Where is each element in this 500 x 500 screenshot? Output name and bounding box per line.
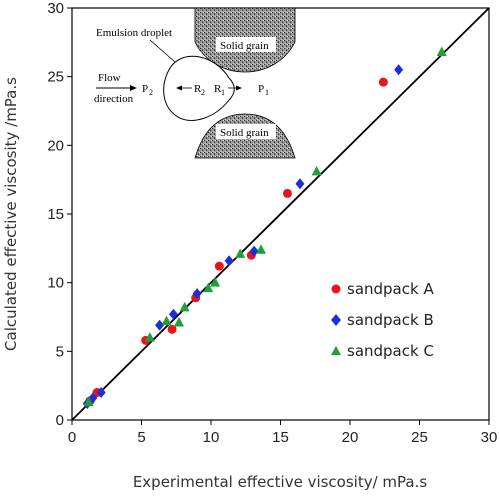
data-point-sandpack-a bbox=[214, 261, 224, 271]
r1-arrowhead bbox=[236, 85, 242, 91]
identity-line bbox=[71, 7, 490, 421]
p1-sub: 1 bbox=[265, 88, 269, 97]
legend-marker-sandpack-c bbox=[331, 346, 341, 355]
x-tick-label: 0 bbox=[68, 429, 76, 446]
data-point-sandpack-c bbox=[179, 301, 190, 312]
data-point-sandpack-b bbox=[192, 288, 202, 300]
p2-label: P bbox=[142, 83, 148, 95]
flow-label-line2: direction bbox=[94, 93, 134, 105]
legend-marker-sandpack-b bbox=[331, 314, 341, 326]
data-point-sandpack-a bbox=[378, 77, 388, 87]
y-tick-label: 0 bbox=[56, 412, 64, 429]
r2-arrowhead bbox=[176, 85, 182, 91]
legend-label-sandpack-c: sandpack C bbox=[347, 342, 434, 360]
y-tick-label: 15 bbox=[47, 206, 64, 223]
grain-top-label-bg bbox=[216, 37, 276, 52]
x-tick-label: 15 bbox=[272, 429, 289, 446]
emulsion-pointer bbox=[149, 39, 176, 63]
data-point-sandpack-a bbox=[167, 324, 177, 334]
y-tick-label: 30 bbox=[47, 0, 64, 17]
x-axis-title: Experimental effective viscosity/ mPa.s bbox=[133, 473, 428, 491]
data-point-sandpack-b bbox=[249, 245, 259, 257]
data-point-sandpack-c bbox=[256, 244, 267, 254]
data-point-sandpack-c bbox=[203, 282, 214, 293]
legend-marker-sandpack-a bbox=[331, 284, 341, 294]
data-point-sandpack-b bbox=[96, 387, 106, 399]
p1-label: P bbox=[258, 83, 264, 95]
data-point-sandpack-c bbox=[144, 332, 155, 342]
grain-bottom-label: Solid grain bbox=[220, 127, 269, 139]
flow-arrowhead bbox=[130, 85, 137, 91]
r2-sub: 2 bbox=[201, 88, 205, 97]
data-point-sandpack-b bbox=[224, 255, 234, 267]
legend: sandpack A sandpack B sandpack C bbox=[331, 280, 434, 360]
x-tick-label: 10 bbox=[203, 429, 220, 446]
grain-top-label: Solid grain bbox=[220, 40, 269, 52]
y-tick-label: 20 bbox=[47, 137, 64, 154]
data-point-sandpack-b bbox=[168, 308, 178, 320]
legend-label-sandpack-a: sandpack A bbox=[347, 280, 434, 298]
p2-sub: 2 bbox=[149, 88, 153, 97]
r1-sub: 1 bbox=[221, 88, 225, 97]
x-tick-label: 25 bbox=[411, 429, 428, 446]
data-point-sandpack-b bbox=[394, 64, 404, 76]
data-point-sandpack-c bbox=[436, 46, 447, 56]
x-tick-label: 5 bbox=[137, 429, 145, 446]
y-axis-title: Calculated effective viscosity /mPa.s bbox=[2, 77, 20, 351]
inset-diagram: Solid grain Solid grain Emulsion droplet… bbox=[94, 7, 296, 159]
y-tick-label: 10 bbox=[47, 275, 64, 292]
data-point-sandpack-b bbox=[155, 319, 165, 331]
x-tick-label: 30 bbox=[481, 429, 498, 446]
emulsion-label: Emulsion droplet bbox=[96, 27, 172, 39]
data-point-sandpack-b bbox=[295, 178, 305, 190]
data-points bbox=[82, 46, 447, 410]
data-point-sandpack-c bbox=[83, 396, 94, 407]
x-axis-ticks: 0 5 10 15 20 25 30 bbox=[68, 420, 498, 446]
data-point-sandpack-c bbox=[311, 165, 322, 176]
grain-bottom-label-bg bbox=[216, 124, 276, 139]
y-axis-ticks: 0 5 10 15 20 25 30 bbox=[47, 0, 72, 429]
data-point-sandpack-c bbox=[210, 277, 221, 287]
r2-label: R bbox=[194, 83, 202, 95]
emulsion-droplet bbox=[163, 55, 235, 121]
data-point-sandpack-c bbox=[235, 248, 246, 258]
r1-label: R bbox=[214, 83, 222, 95]
flow-label-line1: Flow bbox=[98, 72, 121, 84]
legend-label-sandpack-b: sandpack B bbox=[347, 311, 434, 329]
data-point-sandpack-c bbox=[161, 315, 172, 326]
data-point-sandpack-c bbox=[174, 316, 185, 327]
y-tick-label: 25 bbox=[47, 69, 64, 86]
x-tick-label: 20 bbox=[342, 429, 359, 446]
y-tick-label: 5 bbox=[56, 343, 64, 360]
data-point-sandpack-a bbox=[282, 188, 292, 198]
